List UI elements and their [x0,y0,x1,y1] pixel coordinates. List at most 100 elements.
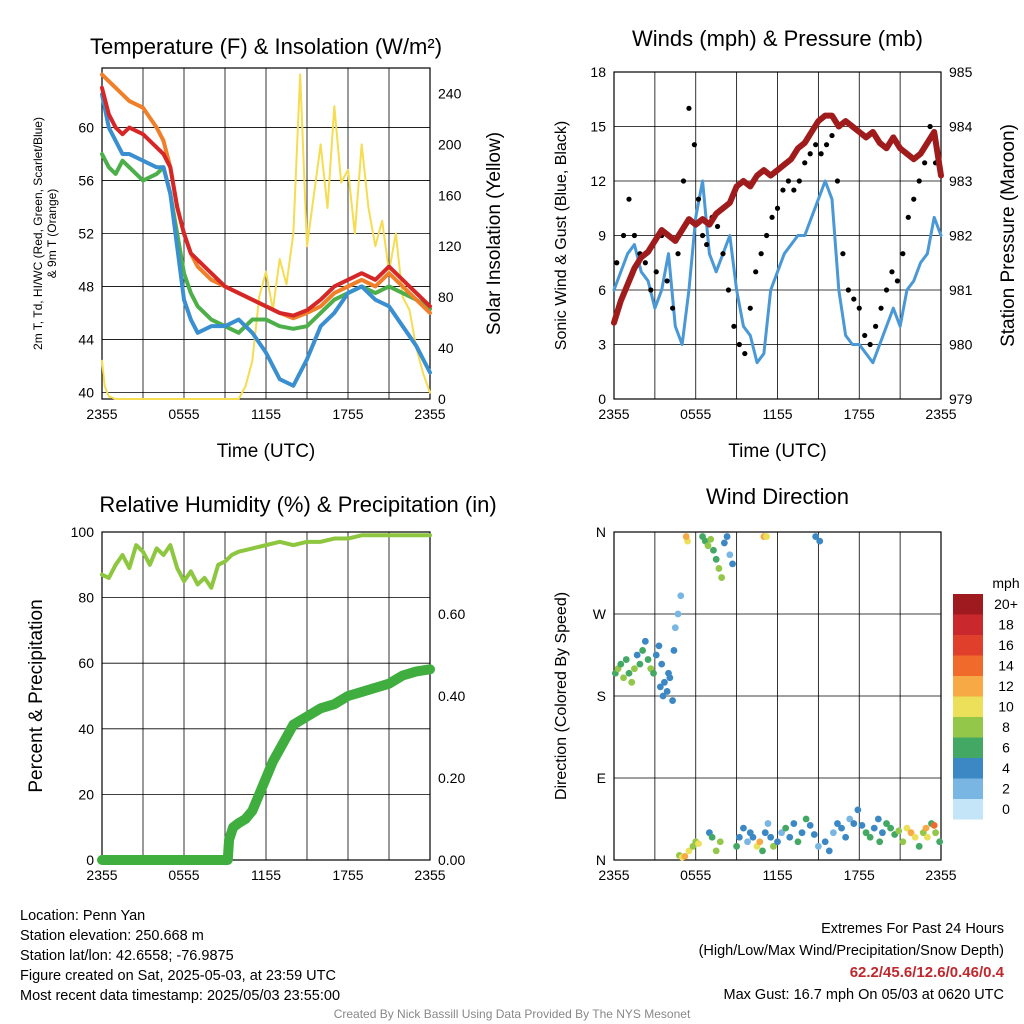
direction-point [816,537,824,545]
y2-tick-label: 80 [438,289,454,305]
direction-point [726,551,734,559]
direction-point [708,833,716,841]
direction-point [712,847,720,855]
x-tick-label: 2355 [925,867,956,883]
direction-point [774,838,781,846]
y2-tick-label: 0.40 [438,688,465,704]
extremes-box: Extremes For Past 24 Hours (High/Low/Max… [699,918,1004,1006]
gust-point [720,251,726,257]
gust-point [911,196,917,202]
gust-point [845,287,851,293]
legend-swatch [953,614,983,635]
gust-point [653,269,659,275]
gust-point [699,232,706,239]
gust-point [867,341,873,348]
y-tick-label: S [597,688,606,704]
direction-point [735,833,743,841]
chart-title: Winds (mph) & Pressure (mb) [632,26,923,51]
direction-point [778,829,785,837]
gust-point [883,287,890,293]
direction-point [716,838,724,846]
gust-point [916,178,922,184]
extremes-title: Extremes For Past 24 Hours [821,921,1004,937]
direction-point [674,610,682,618]
legend-swatch [953,737,983,758]
direction-point [911,833,919,841]
direction-point [763,533,770,540]
gust-point [900,251,906,257]
direction-point [825,847,833,855]
y2-tick-label: 980 [949,337,973,353]
gust-point [774,205,781,211]
chart-title: Temperature (F) & Insolation (W/m²) [90,34,442,59]
direction-point [633,651,641,659]
x-tick-label: 1155 [251,867,281,883]
y-tick-label: 3 [598,337,606,353]
direction-point [761,829,769,837]
direction-point [903,824,911,832]
direction-point [622,656,630,663]
direction-point [802,815,810,823]
y-tick-label: 52 [78,226,94,242]
direction-point [655,642,663,650]
direction-point [720,539,728,547]
y2-tick-label: 985 [949,64,973,80]
gust-point [758,251,764,257]
x-tick-label: 2355 [925,406,956,422]
y-tick-label: 60 [78,655,94,671]
y-axis-label: 2m T, Td, HI/WC (Red, Green, Scarlet/Blu… [31,117,45,350]
y2-tick-label: 240 [438,85,462,101]
y2-tick-label: 983 [949,173,973,189]
legend-swatch [953,696,983,717]
x-tick-label: 2355 [414,406,445,422]
x-tick-label: 0555 [168,867,199,883]
direction-point [782,824,790,832]
y-tick-label: 100 [71,524,95,540]
direction-point [879,829,886,837]
y-axis-label: Direction (Colored By Speed) [553,592,570,800]
gust-point [927,123,933,130]
extremes-keys: (High/Low/Max Wind/Precipitation/Snow De… [698,943,1004,959]
gust-point [691,142,697,148]
direction-point [814,842,822,850]
station-elevation: Station elevation: 250.668 m [20,928,204,944]
station-latlon: Station lat/lon: 42.6558; -76.9875 [20,948,234,964]
figure-created: Figure created on Sat, 2025-05-03, at 23… [20,968,336,984]
direction-point [695,840,702,847]
y-tick-label: 0 [86,852,94,868]
legend-swatch [953,799,983,820]
gust-point [856,305,862,311]
plot-frame [101,531,431,861]
y2-axis-label: Solar Insolation (Yellow) [484,132,505,335]
gust-point [813,142,819,148]
recent-timestamp: Most recent data timestamp: 2025/05/03 2… [20,988,341,1004]
station-info: Location: Penn Yan Station elevation: 25… [20,906,340,1006]
gust-point [614,260,620,266]
direction-point [806,821,814,829]
direction-point [744,838,751,846]
direction-point [842,833,850,841]
direction-point [749,833,757,841]
y2-tick-label: 0.20 [438,770,465,786]
y-tick-label: 18 [590,64,606,80]
y2-tick-label: 40 [438,340,454,356]
y2-tick-label: 0.00 [438,852,465,868]
legend-label: 6 [1002,740,1010,756]
gust-point [731,323,737,329]
gust-point [818,151,824,157]
gust-point [791,187,797,193]
direction-point [899,838,907,846]
legend-label: 14 [998,658,1014,674]
y2-tick-label: 160 [438,187,462,203]
gust-point [704,241,710,248]
gust-point [742,350,748,357]
direction-point [821,838,829,846]
y-tick-label: 80 [78,590,94,606]
gust-point [642,260,648,266]
direction-point [628,678,636,686]
gust-point [695,196,702,202]
gust-point [686,105,692,111]
gust-point [851,296,857,302]
y-tick-label: 40 [78,721,94,737]
